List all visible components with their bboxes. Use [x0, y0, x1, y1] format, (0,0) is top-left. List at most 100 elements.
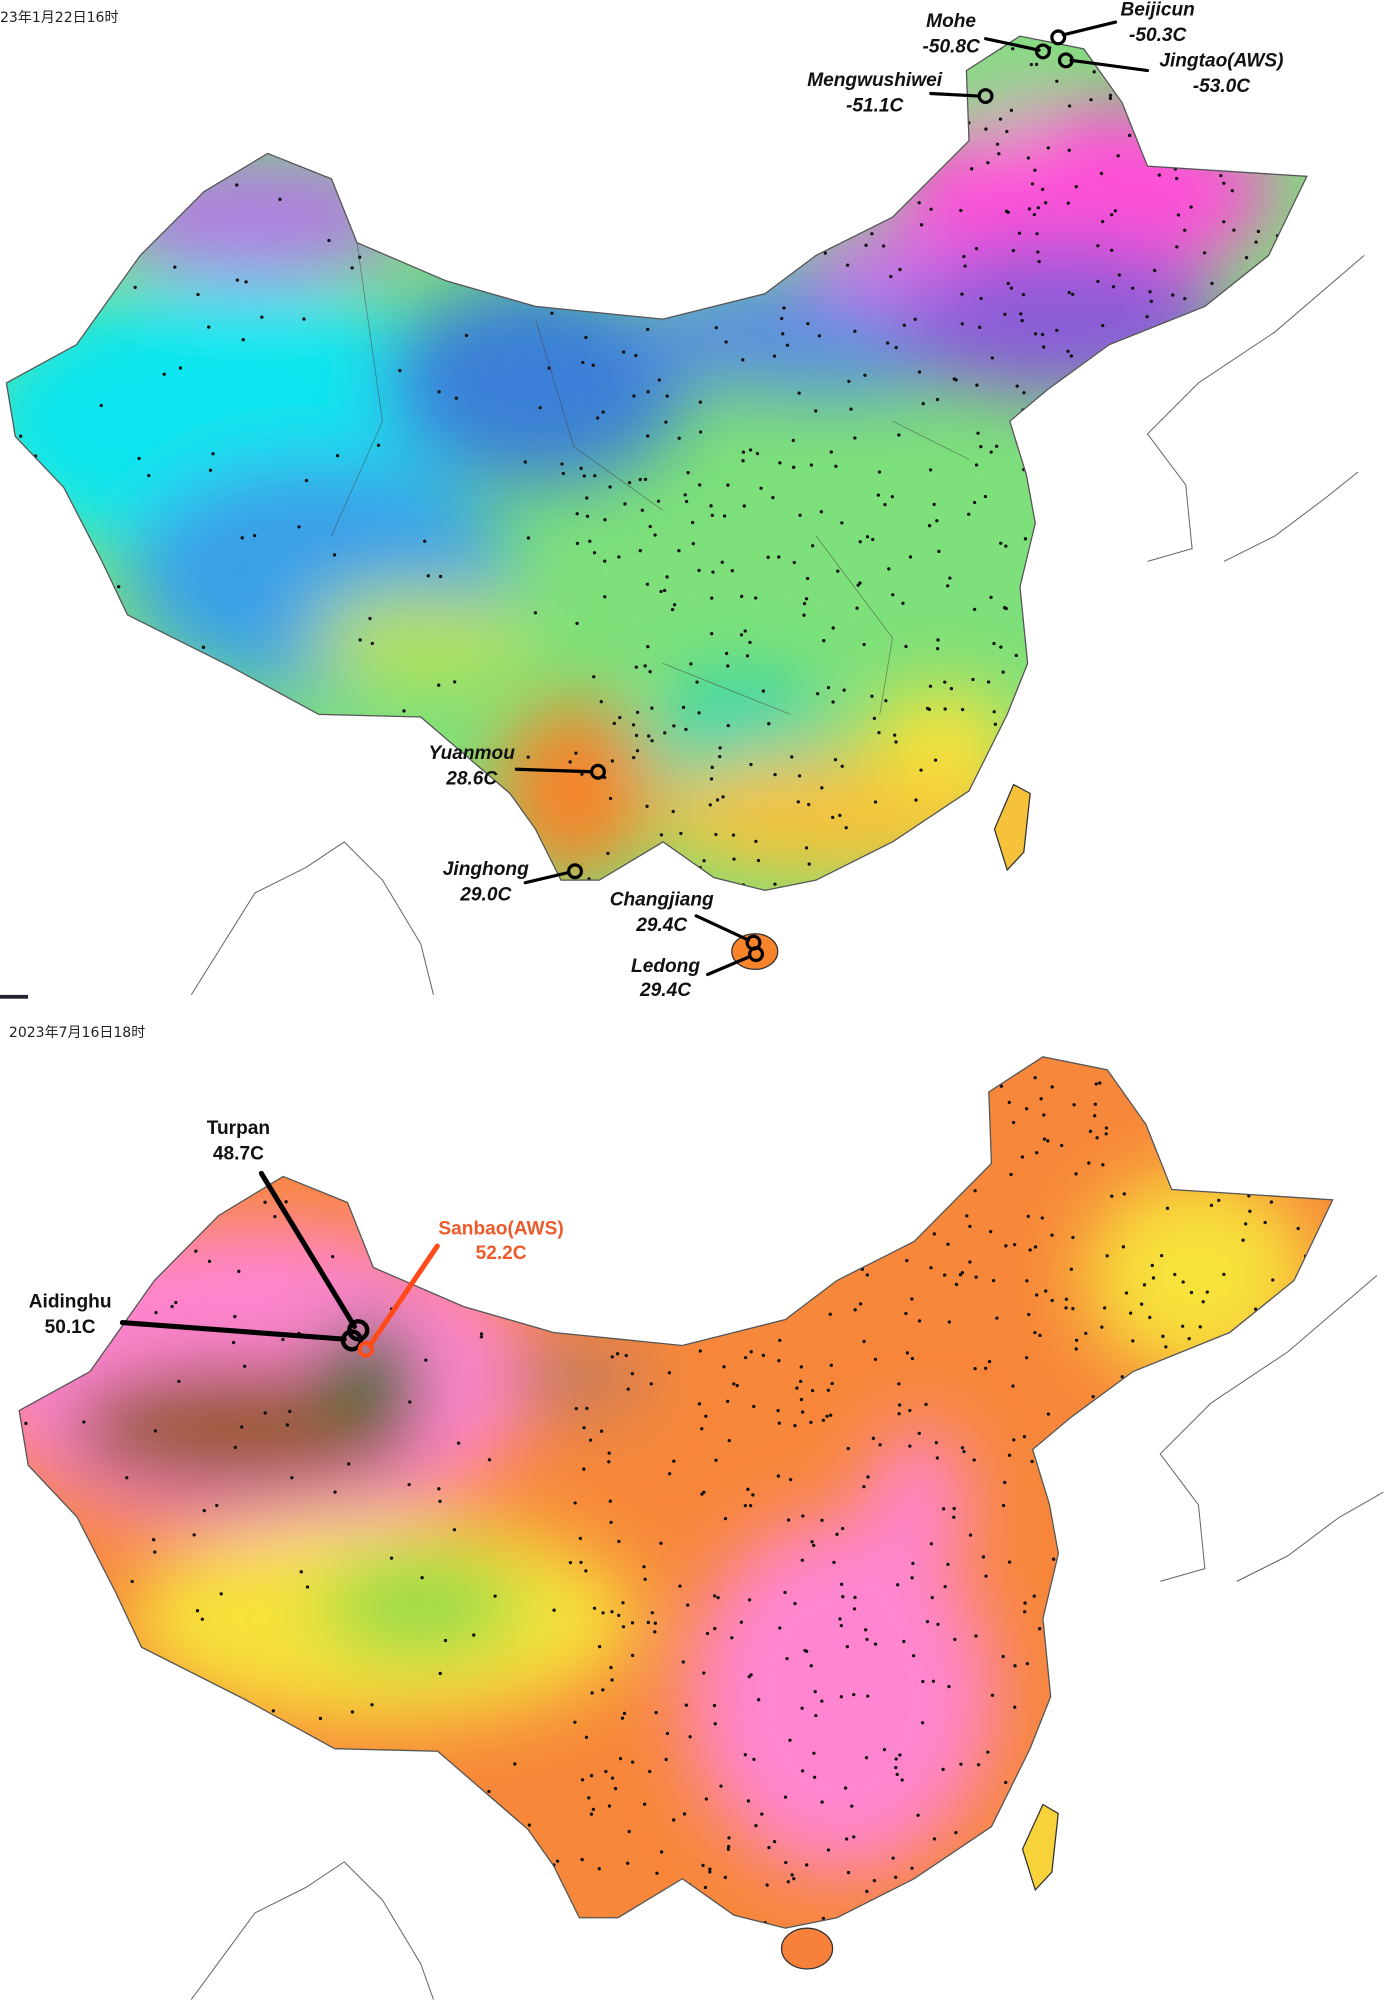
station-dot	[1189, 205, 1193, 209]
station-dot	[1046, 146, 1050, 150]
station-dot	[871, 537, 875, 542]
station-dot	[770, 1183, 774, 1187]
station-dot	[829, 242, 833, 246]
station-dot	[706, 1258, 710, 1263]
station-dot	[608, 1187, 612, 1192]
station-dot	[1237, 26, 1240, 29]
station-dot	[474, 93, 479, 97]
station-dot	[843, 1786, 848, 1790]
station-dot	[746, 1799, 751, 1803]
station-dot	[1245, 134, 1249, 139]
station-dot	[865, 1273, 870, 1277]
station-dot	[715, 130, 719, 135]
station-dot	[811, 544, 815, 548]
station-dot	[596, 416, 600, 420]
station-dot	[423, 539, 427, 543]
station-dot	[937, 549, 941, 554]
station-dot	[164, 1847, 169, 1851]
station-dot	[610, 759, 615, 763]
station-dot	[1221, 1473, 1225, 1478]
station-dot	[1127, 1624, 1131, 1629]
station-dot	[982, 1140, 987, 1145]
station-dot	[568, 1560, 573, 1565]
station-dot	[831, 815, 835, 820]
station-dot	[1157, 1730, 1161, 1734]
station-dot	[681, 65, 686, 69]
station-dot	[805, 1863, 809, 1867]
station-dot	[703, 1885, 708, 1890]
station-dot	[748, 448, 753, 452]
station-dot	[971, 852, 975, 857]
station-dot	[1102, 1929, 1105, 1932]
station-dot	[1127, 133, 1132, 138]
station-dot	[159, 1233, 164, 1238]
station-dot	[751, 227, 755, 231]
station-dot	[550, 311, 554, 315]
station-dot	[941, 905, 944, 908]
station-dot	[943, 707, 947, 711]
station-dot	[871, 90, 876, 95]
station-dot	[1248, 910, 1251, 913]
station-dot	[1122, 1192, 1126, 1196]
station-dot	[924, 1906, 928, 1910]
station-dot	[891, 1213, 895, 1217]
station-dot	[305, 1585, 310, 1589]
station-dot	[1012, 1243, 1017, 1247]
station-dot	[875, 1139, 880, 1143]
station-dot	[634, 353, 638, 358]
station-dot	[820, 1800, 824, 1804]
station-dot	[1095, 647, 1100, 651]
station-dot	[534, 1213, 539, 1218]
station-dot	[815, 692, 820, 696]
station-dot	[1296, 841, 1301, 845]
station-dot	[6, 727, 10, 731]
station-dot	[761, 689, 765, 693]
station-dot	[732, 145, 736, 150]
station-dot	[1129, 1587, 1133, 1591]
station-dot	[654, 50, 658, 54]
station-dot	[1026, 156, 1031, 160]
station-dot	[1152, 268, 1157, 273]
station-dot	[950, 898, 953, 901]
station-dot	[1166, 1373, 1170, 1377]
station-dot	[192, 765, 196, 769]
station-dot	[1163, 739, 1167, 744]
station-dot	[1204, 1056, 1209, 1060]
station-dot	[612, 721, 616, 726]
station-dot	[321, 1157, 325, 1162]
station-dot	[451, 1844, 455, 1848]
station-dot	[648, 106, 652, 110]
station-dot	[278, 197, 282, 201]
station-dot	[178, 1893, 182, 1897]
station-dot	[828, 1413, 833, 1417]
station-dot	[1285, 1911, 1290, 1916]
station-dot	[1033, 332, 1038, 336]
station-dot	[1299, 436, 1303, 440]
station-dot	[46, 1223, 50, 1227]
station-dot	[1034, 62, 1039, 67]
station-dot	[759, 486, 763, 490]
station-dot	[913, 317, 917, 321]
station-dot	[963, 264, 967, 268]
station-dot	[999, 1057, 1003, 1061]
station-dot	[1150, 789, 1154, 793]
station-dot	[826, 685, 831, 690]
station-dot	[755, 452, 760, 456]
station-dot	[783, 1795, 788, 1799]
station-dot	[40, 1204, 44, 1209]
station-dot	[823, 251, 827, 255]
station-dot	[686, 871, 690, 875]
station-dot	[1277, 270, 1281, 275]
station-dot	[576, 1073, 581, 1077]
station-dot	[719, 233, 723, 237]
station-dot	[1038, 1333, 1042, 1338]
station-dot	[575, 512, 579, 516]
station-dot	[1177, 439, 1182, 443]
station-dot	[215, 1503, 219, 1508]
station-dot	[777, 555, 781, 559]
station-dot	[1032, 212, 1037, 217]
station-dot	[840, 764, 844, 768]
station-dot	[709, 504, 713, 508]
station-dot	[588, 539, 592, 543]
station-dot	[219, 1592, 223, 1596]
